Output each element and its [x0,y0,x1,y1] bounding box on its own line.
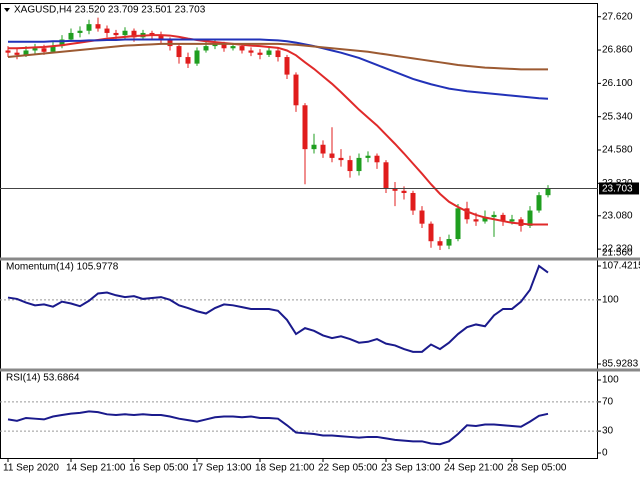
candle-body [5,50,11,53]
candle-body [455,208,461,240]
menu-triangle[interactable] [4,8,10,12]
y-tick-label: 24.580 [602,145,633,156]
candle-body [437,241,443,246]
candle-body [383,162,389,189]
y-tick-label: 100 [602,375,619,386]
candle-body [248,50,254,53]
candle-body [509,219,515,222]
candle-body [212,43,218,47]
x-tick-label: 14 Sep 21:00 [66,463,126,474]
candle-body [167,39,173,47]
y-tick-label: 23.080 [602,210,633,221]
candle-body [401,190,407,193]
x-tick-label: 17 Sep 13:00 [192,463,252,474]
candle-body [338,157,344,161]
candle-body [473,219,479,222]
candle-body [347,160,353,172]
x-tick-label: 22 Sep 05:00 [318,463,378,474]
candle-body [275,50,281,58]
candle-body [374,155,380,163]
plot-frame [0,3,598,459]
candle-body [68,32,74,40]
x-tick-label: 23 Sep 13:00 [381,463,441,474]
y-tick-label: 100 [602,294,619,305]
moving-average [7,42,548,71]
x-tick-label: 28 Sep 05:00 [507,463,567,474]
candle-body [14,52,20,55]
candle-body [257,52,263,55]
candle-body [311,144,317,150]
candle-body [500,214,506,222]
current-price-label: 23.703 [602,184,633,195]
candle-body [428,223,434,242]
y-tick-label: 21.560 [602,248,633,259]
candle-body [302,105,308,150]
candle-body [50,46,56,52]
y-tick-label: 85.9283 [602,359,639,370]
candle-body [158,35,164,40]
candle-body [176,46,182,58]
candle-body [41,48,47,52]
candle-body [203,46,209,51]
x-tick-label: 24 Sep 21:00 [444,463,504,474]
candle-body [194,50,200,64]
candle-body [86,24,92,31]
candle-body [545,188,551,196]
y-tick-label: 107.4215 [602,261,640,272]
candle-body [104,28,110,33]
candle-body [293,74,299,106]
y-tick-label: 22.320 [602,244,633,255]
indicator-line [7,264,549,353]
candle-body [329,153,335,158]
moving-average [8,38,549,100]
candle-body [239,46,245,51]
candle-body [464,208,470,220]
candle-body [419,210,425,224]
y-tick-label: 27.620 [602,11,633,22]
candle-body [392,188,398,191]
candle-body [518,219,524,226]
panel-title: XAGUSD,H4 23.520 23.709 23.501 23.703 [14,5,206,16]
candle-body [320,144,326,154]
y-tick-label: 26.860 [602,45,633,56]
candle-body [230,46,236,49]
candle-body [365,155,371,158]
candle-body [266,50,272,55]
x-tick-label: 18 Sep 21:00 [255,463,315,474]
candle-body [491,214,497,218]
y-tick-label: 30 [602,426,614,437]
candle-body [23,50,29,55]
panel-title: Momentum(14) 105.9778 [6,262,119,273]
x-tick-label: 11 Sep 2020 [3,463,59,474]
candle-body [32,48,38,51]
panel-title: RSI(14) 53.6864 [6,373,80,384]
candle-body [410,192,416,211]
candle-body [95,24,101,29]
y-tick-label: 25.340 [602,111,633,122]
candle-body [482,217,488,222]
candle-body [59,39,65,47]
y-tick-label: 0 [602,448,608,459]
candle-body [77,30,83,33]
candle-body [356,157,362,172]
candle-body [536,195,542,211]
current-price-box [599,182,639,195]
candle-body [122,30,128,36]
candle-body [113,32,119,36]
candle-body [131,30,137,38]
candle-body [221,43,227,49]
y-tick-label: 70 [602,397,614,408]
candle-body [527,210,533,226]
candle-body [185,57,191,64]
candle-body [149,32,155,36]
indicator-line [7,410,549,446]
x-tick-label: 16 Sep 05:00 [129,463,189,474]
y-tick-label: 26.100 [602,78,633,89]
candle-body [284,57,290,75]
candle-body [446,239,452,246]
